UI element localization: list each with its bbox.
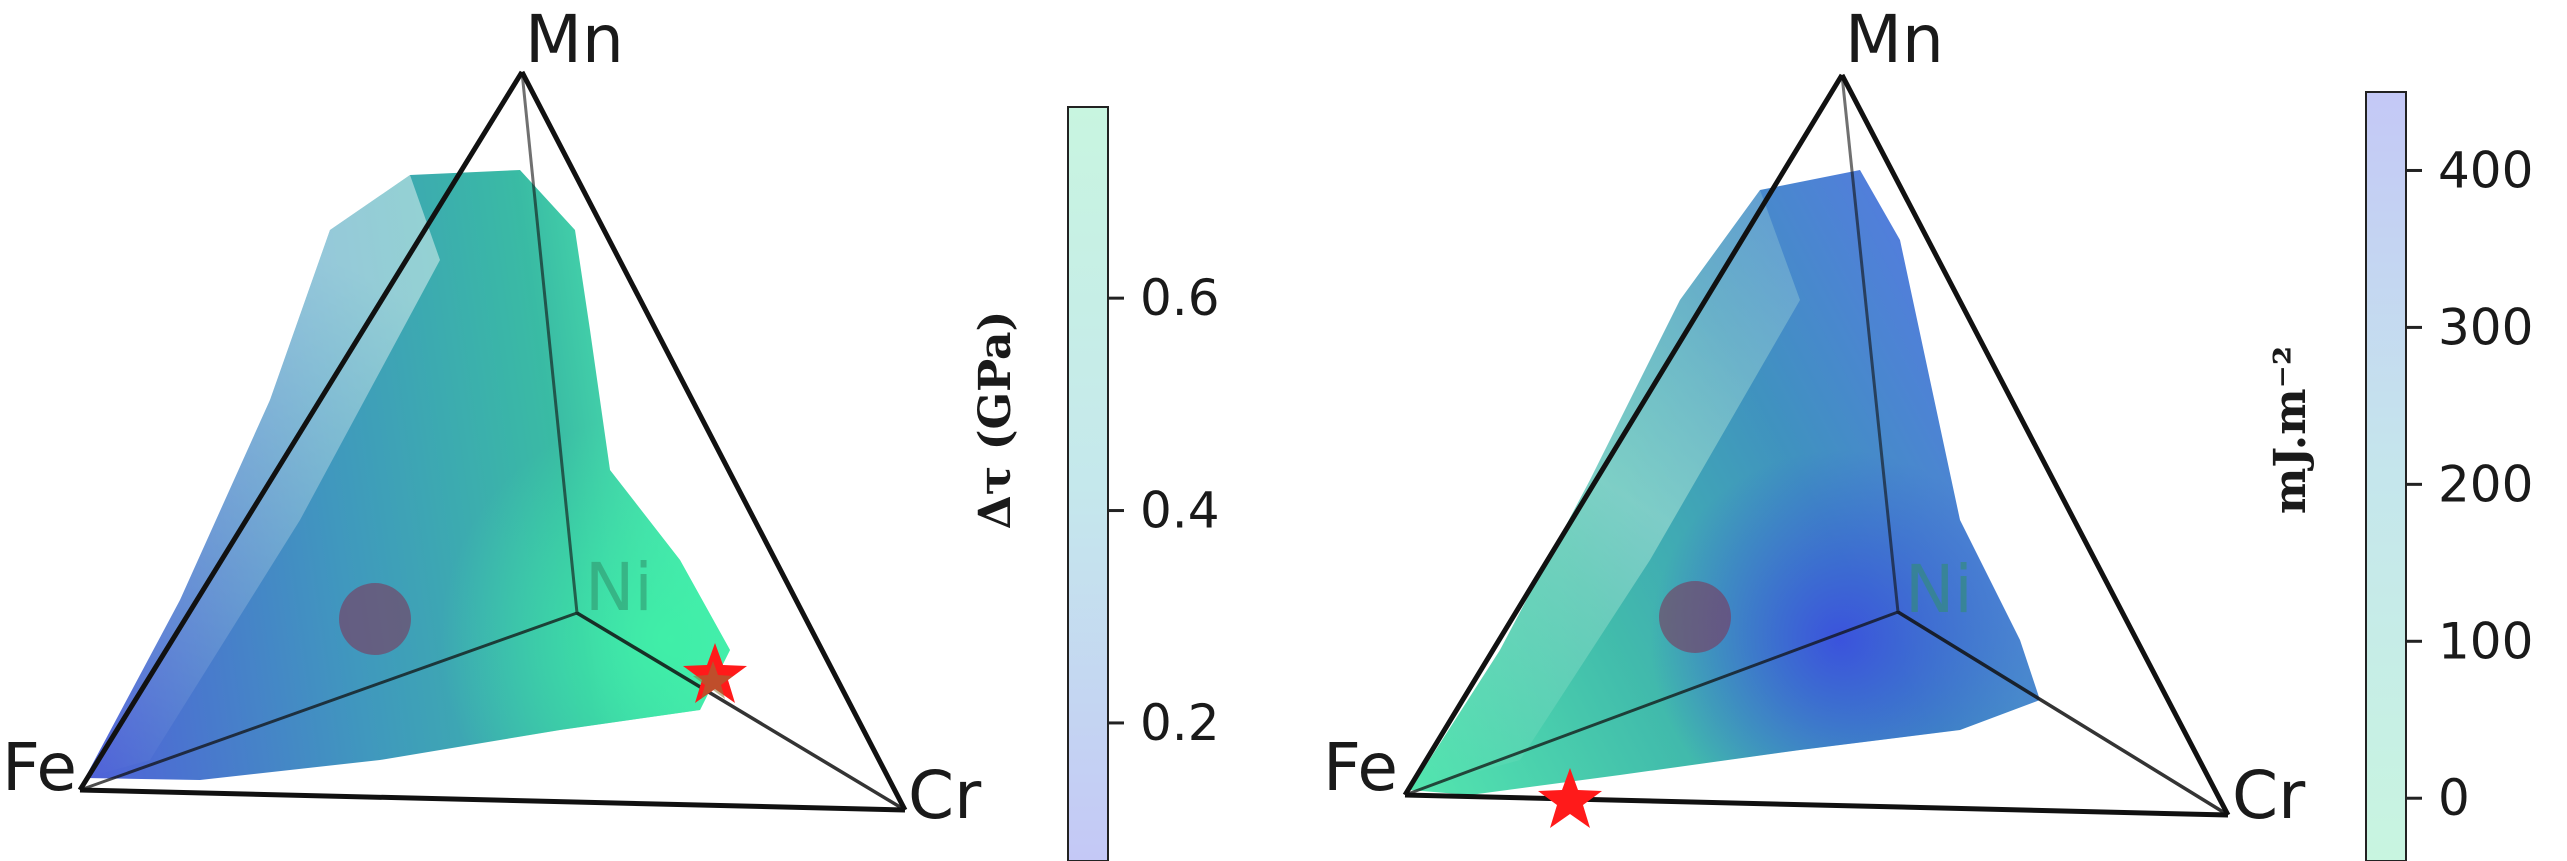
left-vertex-label-cr: Cr	[908, 757, 982, 834]
colorbar-tick-label: 200	[2438, 455, 2533, 513]
colorbar-tick-label: 300	[2438, 298, 2533, 356]
left-colorbar-ticks: 0.6 0.4 0.2	[1108, 269, 1220, 752]
right-optimum-star-marker	[1538, 768, 1602, 828]
right-vertex-label-fe: Fe	[1323, 729, 1398, 806]
left-tetrahedron-edges	[77, 70, 908, 813]
colorbar-tick-label: 0.2	[1140, 694, 1220, 752]
colorbar-tick-label: 0	[2438, 769, 2470, 827]
right-tetrahedron-edges	[1402, 73, 2231, 818]
right-reference-circle-marker	[1659, 581, 1731, 653]
left-vertex-label-fe: Fe	[2, 729, 77, 806]
right-colorbar-gradient	[2365, 91, 2407, 861]
left-colorbar-title: Δτ (GPa)	[970, 311, 1021, 530]
right-vertex-label-mn: Mn	[1845, 1, 1944, 78]
right-colorbar-ticks: 400 300 200 100 0	[2406, 141, 2533, 827]
right-vertex-label-cr: Cr	[2232, 757, 2306, 834]
left-reference-circle-marker	[339, 583, 411, 655]
left-colorbar-gradient	[1067, 106, 1109, 861]
left-vertex-label-ni: Ni	[585, 549, 653, 626]
colorbar-tick-label: 100	[2438, 612, 2533, 670]
colorbar-tick-label: 400	[2438, 141, 2533, 199]
right-colorbar: 400 300 200 100 0 mJ.m⁻²	[2265, 91, 2533, 861]
left-colorbar: 0.6 0.4 0.2 Δτ (GPa)	[970, 106, 1220, 861]
colorbar-tick-label: 0.6	[1140, 269, 1220, 327]
colorbar-tick-label: 0.4	[1140, 482, 1220, 540]
right-ternary-plot: Mn Fe Ni Cr	[1323, 1, 2306, 834]
right-colorbar-title: mJ.m⁻²	[2265, 346, 2316, 514]
left-ternary-plot: Mn Fe Ni Cr	[2, 1, 982, 834]
right-vertex-label-ni: Ni	[1905, 551, 1973, 628]
left-vertex-label-mn: Mn	[525, 1, 624, 78]
